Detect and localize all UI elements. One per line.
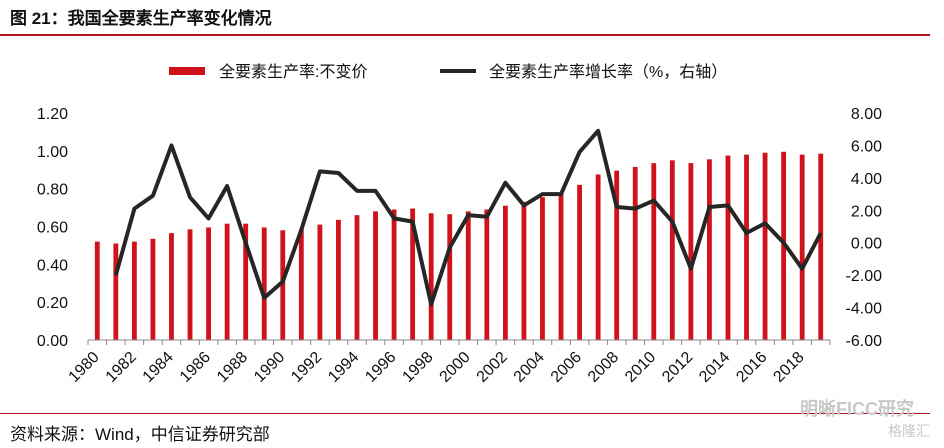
legend-bar-swatch xyxy=(169,67,205,75)
source-note: 资料来源：Wind，中信证券研究部 xyxy=(10,425,270,444)
bar xyxy=(131,241,137,340)
left-tick-label: 0.80 xyxy=(37,182,68,199)
x-tick-label: 1990 xyxy=(251,349,288,386)
bar xyxy=(447,214,453,340)
bar xyxy=(150,238,156,340)
bar xyxy=(577,184,582,340)
x-tick-label: 1982 xyxy=(103,349,140,386)
chart: 全要素生产率:不变价 全要素生产率增长率（%，右轴） 0.000.200.400… xyxy=(37,63,883,386)
right-tick-label: 6.00 xyxy=(851,138,882,155)
bar xyxy=(354,215,360,340)
bar xyxy=(521,201,527,340)
bar xyxy=(707,159,712,340)
source-rule xyxy=(0,413,930,414)
x-tick-label: 2008 xyxy=(585,349,622,386)
right-tick-label: -2.00 xyxy=(846,268,883,285)
x-tick-label: 1986 xyxy=(177,349,214,386)
bar xyxy=(725,155,731,340)
right-tick-label: 8.00 xyxy=(851,106,882,123)
bar xyxy=(502,205,508,340)
left-tick-label: 0.40 xyxy=(37,257,68,274)
bar xyxy=(614,170,620,340)
bar xyxy=(688,163,694,340)
bar xyxy=(410,208,416,340)
right-tick-label: 2.00 xyxy=(851,203,882,220)
figure-title: 图 21：我国全要素生产率变化情况 xyxy=(10,9,272,28)
bar xyxy=(261,227,267,340)
x-tick-label: 1984 xyxy=(140,349,177,386)
legend: 全要素生产率:不变价 全要素生产率增长率（%，右轴） xyxy=(169,63,727,81)
legend-line-label: 全要素生产率增长率（%，右轴） xyxy=(489,63,727,81)
x-tick-label: 1988 xyxy=(214,349,251,386)
bar xyxy=(799,154,805,340)
bar xyxy=(187,229,193,340)
watermark: 明晰FICC研究 xyxy=(800,399,914,419)
left-tick-label: 1.20 xyxy=(37,106,68,123)
x-tick-label: 2016 xyxy=(733,349,770,386)
bar xyxy=(224,223,230,340)
x-tick-label: 2000 xyxy=(437,349,474,386)
bar xyxy=(484,209,490,340)
right-tick-label: 4.00 xyxy=(851,171,882,188)
bar xyxy=(428,213,434,340)
line-series xyxy=(113,128,823,307)
bar xyxy=(280,230,286,340)
bar xyxy=(595,174,601,340)
bar xyxy=(818,153,824,340)
bar xyxy=(669,160,675,340)
bar xyxy=(540,197,545,340)
left-tick-label: 0.00 xyxy=(37,333,68,350)
x-tick-label: 1980 xyxy=(66,349,103,386)
x-tick-label: 1994 xyxy=(325,349,362,386)
watermark-sub: 格隆汇 xyxy=(888,423,930,439)
x-tick-label: 1992 xyxy=(288,349,325,386)
bar-series xyxy=(94,151,824,340)
x-axis: 1980 1982 1984 1986 1988 1990 1992 1994 1996 1998… xyxy=(66,339,831,386)
x-tick-label: 2010 xyxy=(622,349,659,386)
left-tick-label: 1.00 xyxy=(37,144,68,161)
bar xyxy=(762,152,768,340)
x-tick-label: 2004 xyxy=(511,349,548,386)
bar xyxy=(317,224,323,340)
left-tick-label: 0.60 xyxy=(37,220,68,237)
bar xyxy=(94,241,100,340)
x-tick-label: 1998 xyxy=(399,349,436,386)
bar xyxy=(113,243,119,340)
bar xyxy=(206,227,211,340)
right-axis: -6.00 -4.00 -2.00 0.00 2.00 4.00 6.00 8.00 xyxy=(846,106,883,350)
bar xyxy=(651,163,657,340)
bar xyxy=(336,219,341,340)
bar xyxy=(391,209,397,340)
bar xyxy=(373,211,378,340)
left-axis: 0.00 0.20 0.40 0.60 0.80 1.00 1.20 xyxy=(37,106,68,350)
bar xyxy=(558,193,564,340)
x-tick-label: 2006 xyxy=(548,349,585,386)
right-tick-label: 0.00 xyxy=(851,236,882,253)
x-tick-label: 1996 xyxy=(362,349,399,386)
legend-bar-label: 全要素生产率:不变价 xyxy=(219,63,367,81)
right-tick-label: -4.00 xyxy=(846,301,883,318)
x-tick-label: 2002 xyxy=(474,349,511,386)
bar xyxy=(744,154,749,340)
bar xyxy=(169,233,174,340)
left-tick-label: 0.20 xyxy=(37,295,68,312)
bar xyxy=(243,223,249,340)
growth-line xyxy=(113,128,823,307)
title-rule xyxy=(0,34,930,36)
bar xyxy=(298,229,304,340)
right-tick-label: -6.00 xyxy=(846,333,883,350)
bar xyxy=(465,211,471,340)
x-tick-label: 2018 xyxy=(770,349,807,386)
bar xyxy=(632,166,638,340)
x-tick-label: 2012 xyxy=(659,349,696,386)
x-tick-label: 2014 xyxy=(696,349,733,386)
